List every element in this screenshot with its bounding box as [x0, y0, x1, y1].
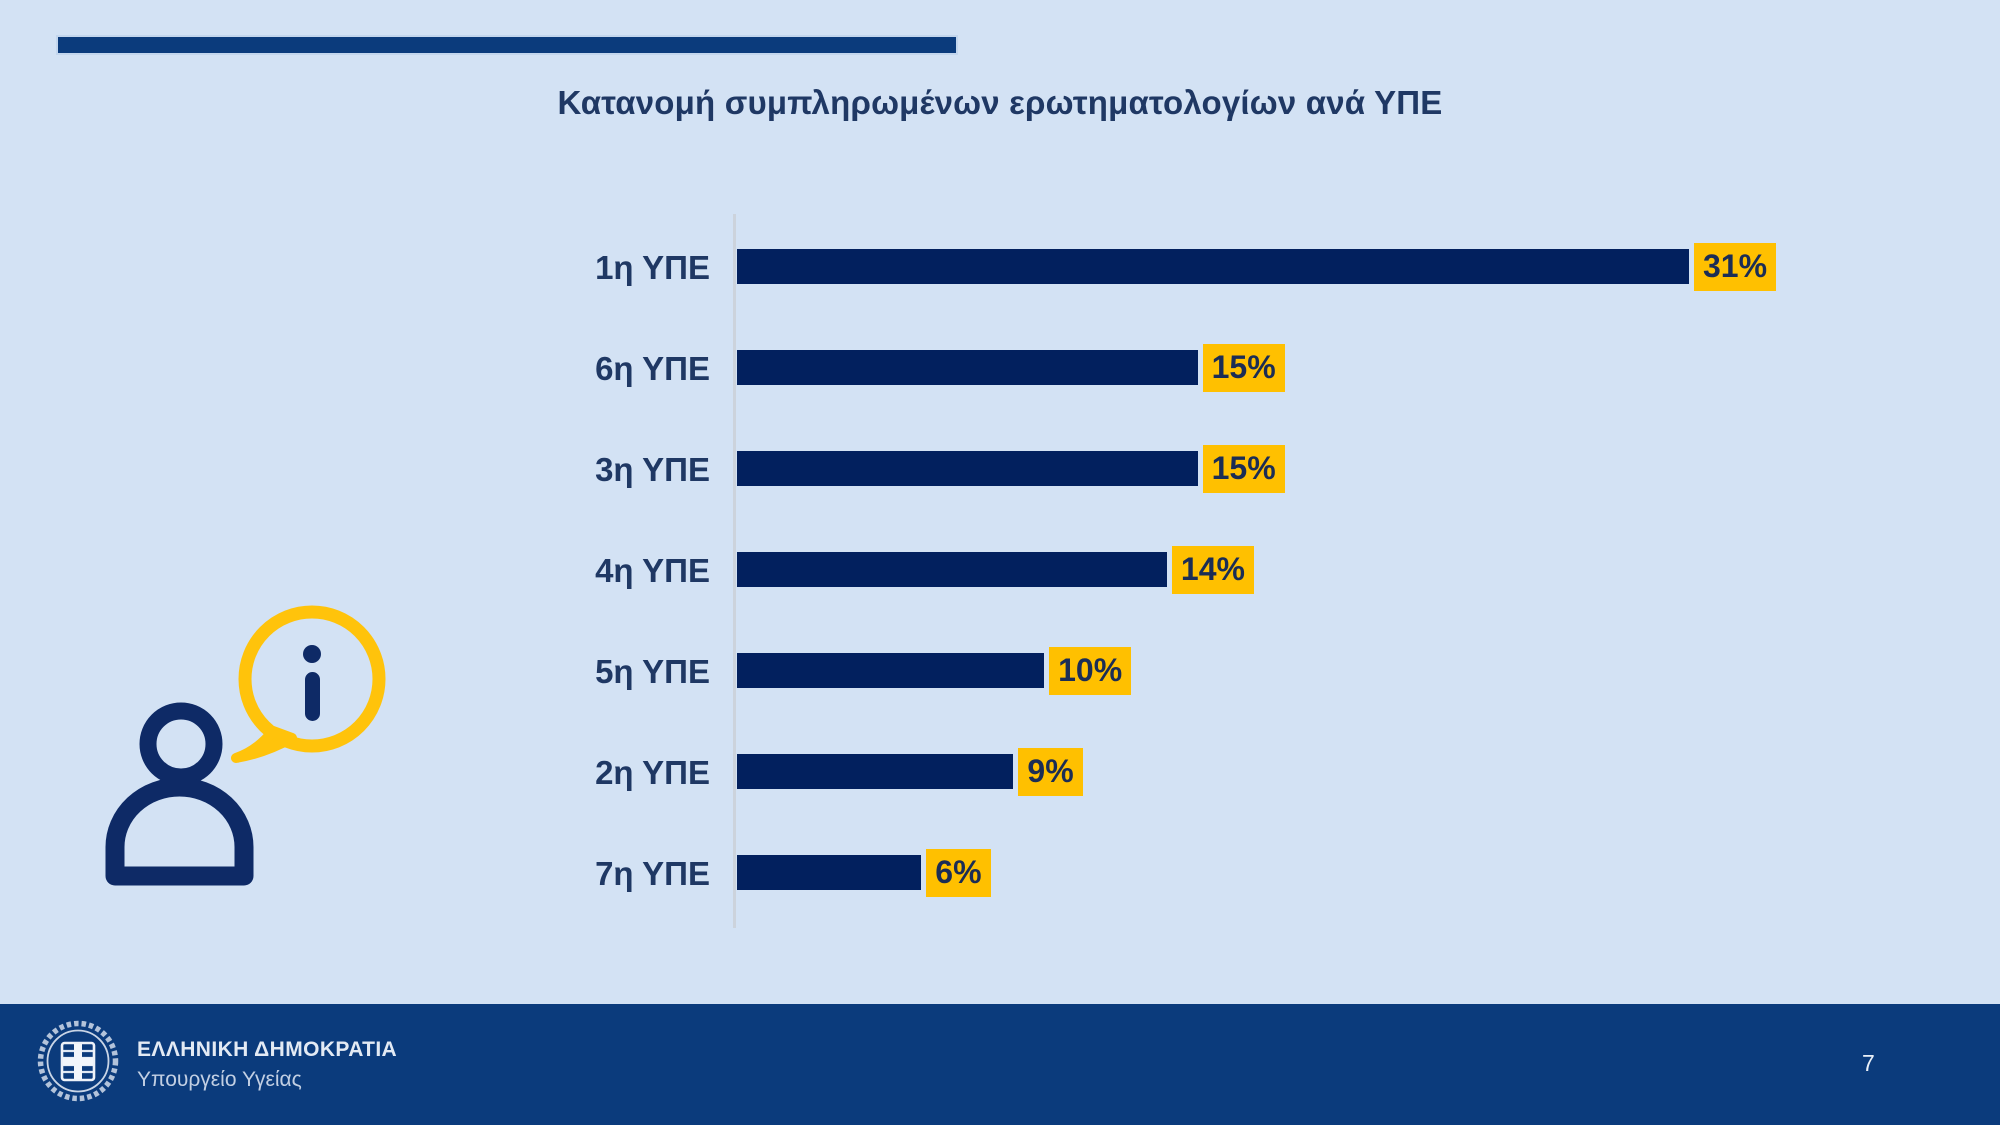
value-label-chip: 15%	[1202, 343, 1285, 392]
bar	[737, 350, 1198, 385]
value-label-chip: 6%	[926, 848, 991, 897]
bar	[737, 754, 1014, 789]
category-label: 7η ΥΠΕ	[595, 855, 710, 892]
footer-organization: ΕΛΛΗΝΙΚΗ ΔΗΜΟΚΡΑΤΙΑ	[137, 1038, 398, 1061]
category-label: 6η ΥΠΕ	[595, 350, 710, 387]
person-icon	[105, 702, 254, 886]
chart-row: 3η ΥΠΕ 15%	[0, 444, 2000, 493]
value-label-chip: 10%	[1049, 646, 1132, 695]
footer-bar: ΕΛΛΗΝΙΚΗ ΔΗΜΟΚΡΑΤΙΑ Υπουργείο Υγείας 7	[0, 1004, 2000, 1125]
y-axis-line	[733, 214, 736, 928]
value-label-chip: 9%	[1018, 747, 1083, 796]
bar	[737, 552, 1167, 587]
chart-row: 4η ΥΠΕ 14%	[0, 545, 2000, 594]
bar	[737, 653, 1045, 688]
info-person-graphic	[105, 605, 386, 886]
category-label: 5η ΥΠΕ	[595, 653, 710, 690]
chart-row: 7η ΥΠΕ 6%	[0, 848, 2000, 897]
chart-row: 6η ΥΠΕ 15%	[0, 343, 2000, 392]
value-label-chip: 14%	[1171, 545, 1254, 594]
chart-row: 5η ΥΠΕ 10%	[0, 646, 2000, 695]
government-emblem-icon	[37, 1020, 119, 1102]
top-accent-bar	[58, 37, 956, 53]
footer-department: Υπουργείο Υγείας	[137, 1068, 302, 1091]
category-label: 1η ΥΠΕ	[595, 249, 710, 286]
value-label-chip: 31%	[1694, 242, 1777, 291]
bar-chart: 1η ΥΠΕ 31% 6η ΥΠΕ 15% 3η ΥΠΕ 15% 4η ΥΠΕ 14% 5η Υ…	[0, 214, 2000, 928]
chart-title: Κατανομή συμπληρωμένων ερωτηματολογίων α…	[557, 84, 1443, 121]
info-speech-bubble-icon	[231, 605, 386, 763]
chart-row: 1η ΥΠΕ 31%	[0, 242, 2000, 291]
category-label: 4η ΥΠΕ	[595, 552, 710, 589]
bar	[737, 855, 922, 890]
value-label-chip: 15%	[1202, 444, 1285, 493]
category-label: 3η ΥΠΕ	[595, 451, 710, 488]
bar	[737, 249, 1689, 284]
category-label: 2η ΥΠΕ	[595, 754, 710, 791]
chart-row: 2η ΥΠΕ 9%	[0, 747, 2000, 796]
page-number: 7	[1862, 1050, 1875, 1076]
info-icon	[303, 645, 321, 721]
bar	[737, 451, 1198, 486]
